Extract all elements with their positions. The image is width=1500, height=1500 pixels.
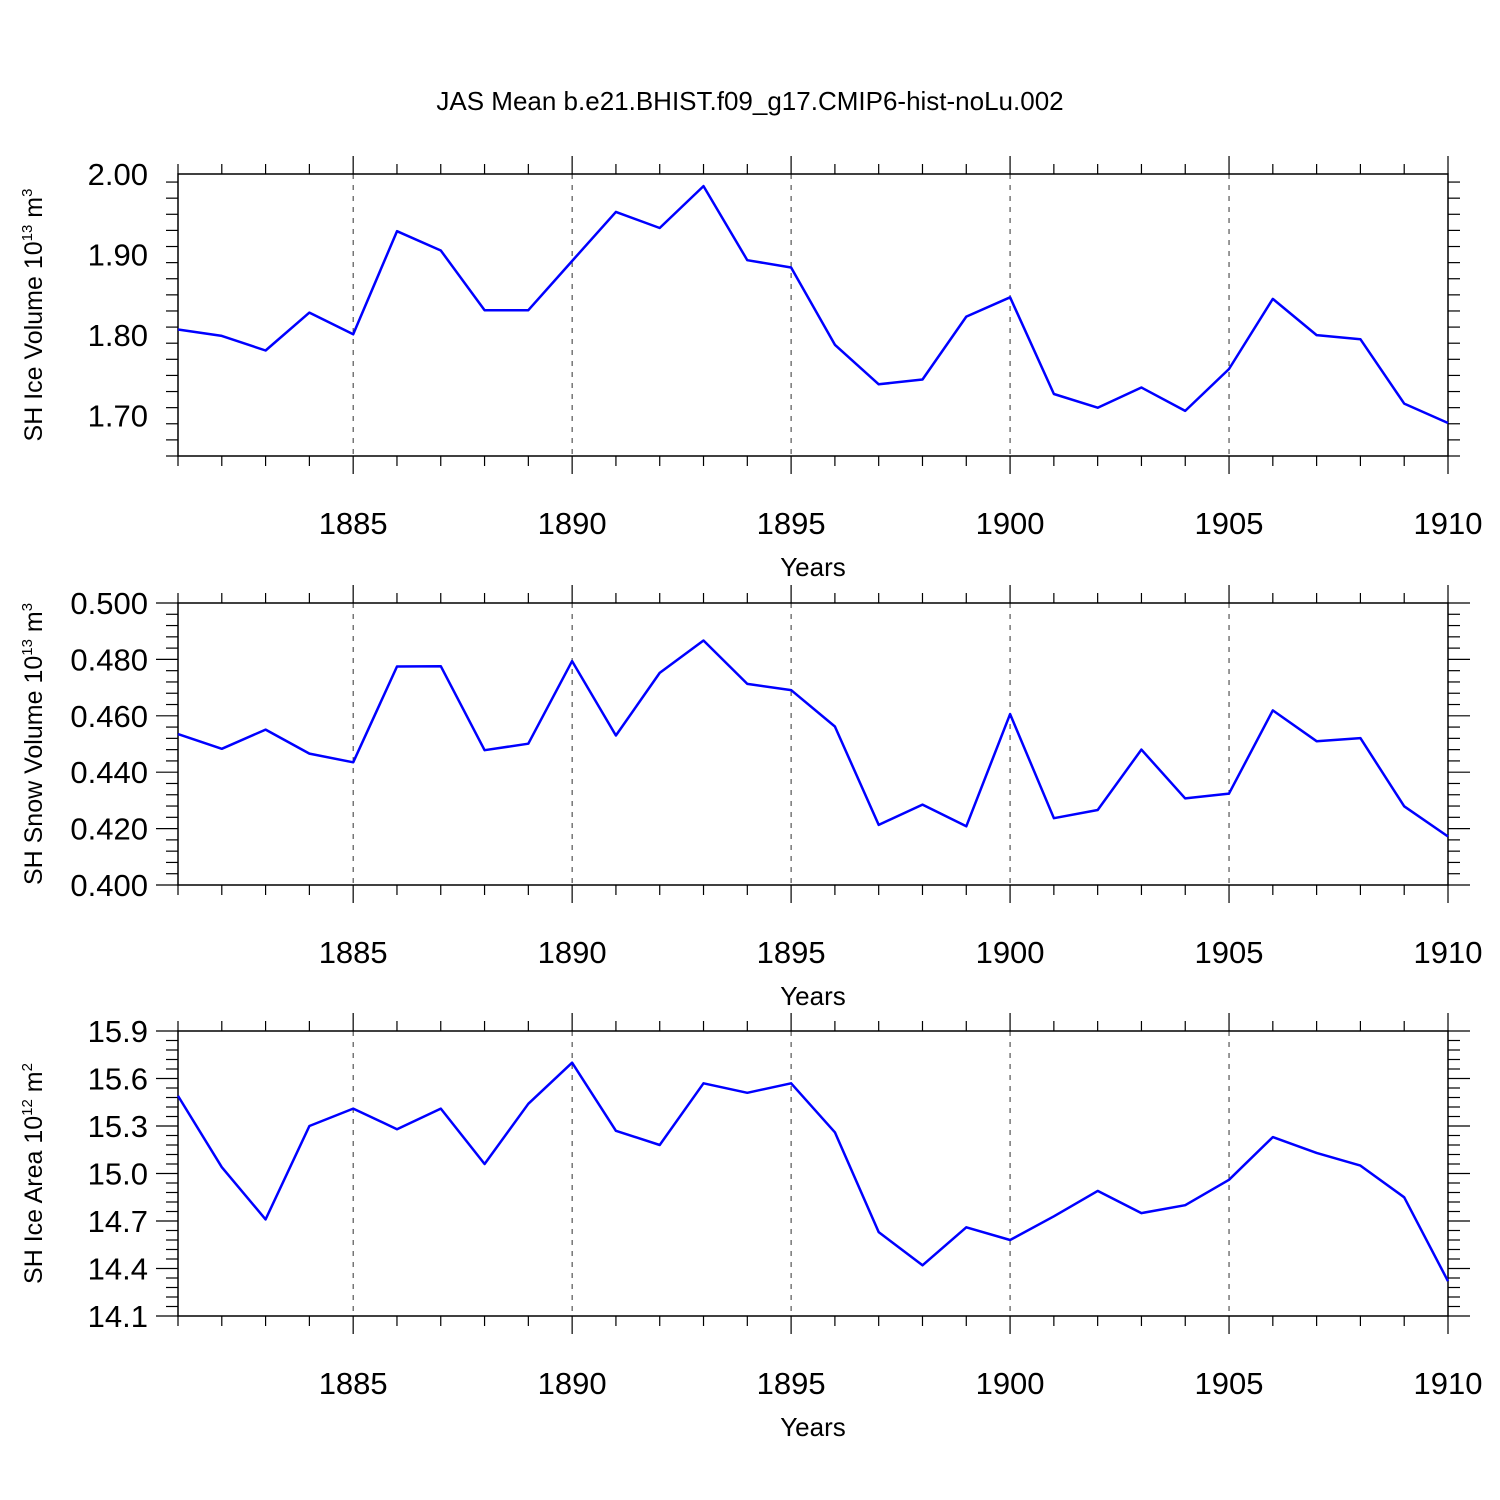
- x-tick-label: 1895: [757, 506, 826, 541]
- panel-3: 14.1 14.4 14.7 15.0 15.3 15.6 15.9 1885 1890 1895…: [19, 1013, 1482, 1442]
- x-tick-label: 1890: [538, 935, 607, 970]
- y-tick-label: 1.90: [88, 238, 148, 273]
- y-tick-label: 0.440: [70, 755, 148, 790]
- x-tick-label: 1895: [757, 935, 826, 970]
- y-tick-label: 15.0: [88, 1157, 148, 1192]
- x-tick-label: 1905: [1195, 1366, 1264, 1401]
- series-line: [176, 1061, 1450, 1282]
- plot-frame: [177, 602, 1449, 886]
- x-tick-label: 1905: [1195, 935, 1264, 970]
- y-tick-label: 14.1: [88, 1299, 148, 1334]
- y-tick-label: 14.7: [88, 1204, 148, 1239]
- x-tick-label: 1900: [976, 935, 1045, 970]
- x-tick-label: 1910: [1414, 1366, 1483, 1401]
- plot-frame: [177, 173, 1449, 457]
- x-tick-label: 1885: [319, 1366, 388, 1401]
- x-axis-label: Years: [780, 1412, 846, 1442]
- series-line: [177, 184, 1449, 425]
- x-tick-label: 1895: [757, 1366, 826, 1401]
- series-line: [177, 639, 1449, 838]
- y-tick-label: 0.500: [70, 586, 148, 621]
- x-tick-label: 1910: [1414, 506, 1483, 541]
- y-tick-label: 0.460: [70, 699, 148, 734]
- x-tick-label: 1890: [538, 1366, 607, 1401]
- x-tick-label: 1885: [319, 506, 388, 541]
- y-tick-label: 15.6: [88, 1062, 148, 1097]
- y-tick-label: 14.4: [88, 1252, 148, 1287]
- y-tick-label: 1.70: [88, 399, 148, 434]
- panels: 1.70 1.80 1.90 2.00 1885 1890 1895 1900 1905 1910…: [19, 156, 1482, 1442]
- y-axis-label: SH Snow Volume 1013 m3: [19, 603, 48, 885]
- y-tick-label: 0.400: [70, 868, 148, 903]
- y-tick-label: 15.3: [88, 1109, 148, 1144]
- panel-1: 1.70 1.80 1.90 2.00 1885 1890 1895 1900 1905 1910…: [19, 156, 1482, 582]
- panel-2: 0.400 0.420 0.440 0.460 0.480 0.500 1885 1890 18…: [19, 585, 1482, 1011]
- x-axis-label: Years: [780, 981, 846, 1011]
- x-tick-label: 1890: [538, 506, 607, 541]
- y-tick-label: 0.480: [70, 642, 148, 677]
- y-tick-label: 0.420: [70, 812, 148, 847]
- x-tick-label: 1885: [319, 935, 388, 970]
- chart-title: JAS Mean b.e21.BHIST.f09_g17.CMIP6-hist-…: [436, 86, 1063, 116]
- x-tick-label: 1900: [976, 506, 1045, 541]
- x-tick-label: 1910: [1414, 935, 1483, 970]
- x-tick-label: 1900: [976, 1366, 1045, 1401]
- y-tick-label: 1.80: [88, 318, 148, 353]
- x-tick-label: 1905: [1195, 506, 1264, 541]
- y-tick-label: 2.00: [88, 157, 148, 192]
- plot-frame: [177, 1030, 1449, 1317]
- y-tick-label: 15.9: [88, 1014, 148, 1049]
- y-axis-label: SH Ice Volume 1013 m3: [19, 189, 48, 442]
- x-axis-label: Years: [780, 552, 846, 582]
- y-axis-label: SH Ice Area 1012 m2: [19, 1063, 48, 1284]
